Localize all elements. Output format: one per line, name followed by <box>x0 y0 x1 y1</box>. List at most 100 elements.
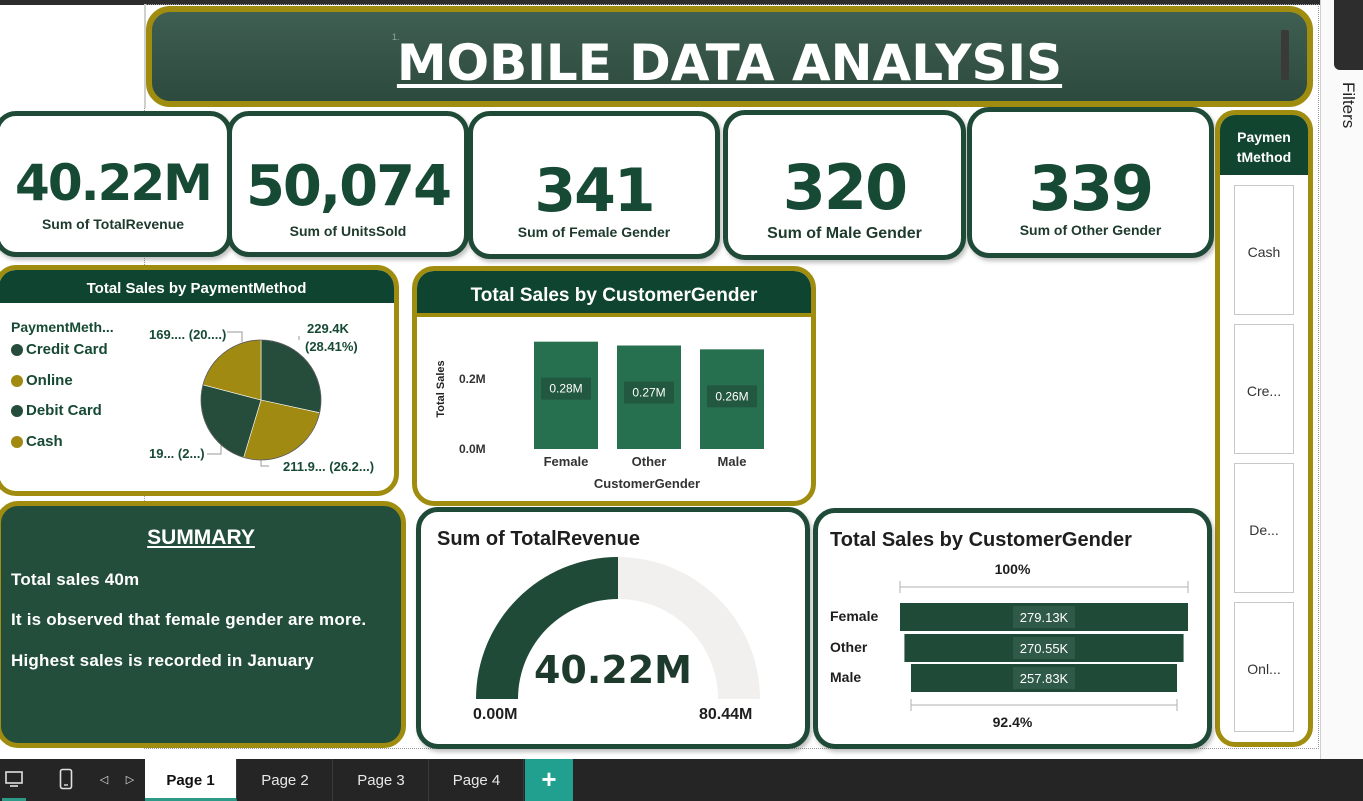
title-edge <box>144 4 146 108</box>
legend-dot <box>11 343 23 356</box>
slicer-item-debit[interactable]: De... <box>1234 463 1294 593</box>
desktop-view-underline <box>2 798 26 801</box>
filters-pane[interactable] <box>1320 0 1363 760</box>
kpi-label: Sum of Male Gender <box>767 225 922 242</box>
pie-label-top-right-value: 229.4K <box>307 321 349 336</box>
summary-panel: SUMMARY Total sales 40m It is observed t… <box>0 501 406 748</box>
legend-dot <box>11 435 23 448</box>
funnel-data-label: 257.83K <box>1020 671 1069 686</box>
kpi-label: Sum of TotalRevenue <box>41 216 185 232</box>
summary-line-1: Total sales 40m <box>11 570 140 589</box>
desktop-view-icon[interactable] <box>0 759 28 801</box>
legend-dot <box>11 404 23 417</box>
tab-page-1[interactable]: Page 1 <box>145 759 237 801</box>
tab-page-3[interactable]: Page 3 <box>334 759 429 801</box>
gender-column-panel[interactable]: Total Sales by CustomerGender Total Sale… <box>412 266 816 506</box>
funnel-top-pct: 100% <box>994 561 1031 577</box>
pie-label-bottom-right: 211.9... (26.2...) <box>283 459 375 474</box>
add-page-button[interactable]: + <box>525 759 573 801</box>
slicer-item-credit[interactable]: Cre... <box>1234 324 1294 454</box>
prev-page-icon[interactable]: ◁ <box>99 774 109 786</box>
x-tick-label: Female <box>544 454 589 469</box>
kpi-label: Sum of UnitsSold <box>289 223 407 239</box>
legend-item-debit-card[interactable]: Debit Card <box>11 402 102 419</box>
funnel-bottom-pct: 92.4% <box>992 714 1033 730</box>
kpi-value: 341 <box>534 156 655 226</box>
funnel-category-label: Male <box>830 669 861 685</box>
x-axis-label: CustomerGender <box>594 476 700 491</box>
pie-chart[interactable] <box>0 270 399 496</box>
pie-label-top-right-pct: (28.41%) <box>305 339 358 354</box>
legend-item-cash[interactable]: Cash <box>11 433 63 450</box>
summary-line-2: It is observed that female gender are mo… <box>11 610 367 629</box>
mobile-view-icon[interactable] <box>54 759 78 801</box>
funnel-panel[interactable]: Total Sales by CustomerGender 100% 92.4%… <box>813 508 1212 749</box>
y-tick-label: 0.0M <box>459 442 486 456</box>
funnel-data-label: 270.55K <box>1020 641 1069 656</box>
pie-label-top-left: 169.... (20....) <box>149 327 227 342</box>
gauge-title: Sum of TotalRevenue <box>437 528 640 550</box>
kpi-other-gender[interactable]: 339 Sum of Other Gender <box>967 107 1214 258</box>
bar-label-bg <box>624 381 674 404</box>
payment-method-slicer[interactable]: Paymen tMethod Cash Cre... De... Onl... <box>1215 110 1313 747</box>
slicer-item-online[interactable]: Onl... <box>1234 602 1294 732</box>
funnel-chart[interactable]: 279.13K Female 270.55K Other 257.83K Male <box>818 513 1212 749</box>
legend-item-online[interactable]: Online <box>11 372 73 389</box>
next-page-icon[interactable]: ▷ <box>125 774 135 786</box>
legend-label: Debit Card <box>26 402 102 419</box>
tab-page-2[interactable]: Page 2 <box>238 759 333 801</box>
x-tick-label: Other <box>632 454 667 469</box>
column-title-underline <box>417 313 811 317</box>
gauge-min: 0.00M <box>473 706 518 723</box>
bar-label-bg <box>541 377 591 400</box>
pie-title: Total Sales by PaymentMethod <box>0 270 394 303</box>
kpi-total-revenue[interactable]: 40.22M Sum of TotalRevenue <box>0 111 232 257</box>
y-tick-label: 0.2M <box>459 372 486 386</box>
funnel-label-bg <box>1013 637 1075 659</box>
title-scrollbar[interactable] <box>1281 30 1289 80</box>
gauge-chart[interactable] <box>421 512 810 749</box>
pie-panel[interactable]: Total Sales by PaymentMethod PaymentMeth… <box>0 265 399 496</box>
page-navigation-bar: ◁ ▷ Page 1 Page 2 Page 3 Page 4 + <box>0 759 1363 801</box>
funnel-data-label: 279.13K <box>1020 610 1069 625</box>
funnel-label-bg <box>1013 667 1075 689</box>
gauge-panel[interactable]: Sum of TotalRevenue 40.22M 0.00M 80.44M <box>416 507 810 749</box>
bar-label-bg <box>707 385 757 408</box>
legend-label: Online <box>26 372 73 389</box>
gauge-max: 80.44M <box>699 706 753 723</box>
kpi-label: Sum of Female Gender <box>517 224 671 240</box>
top-strip <box>0 0 1363 5</box>
legend-title: PaymentMeth... <box>11 319 114 335</box>
bar-data-label: 0.28M <box>549 382 582 396</box>
tab-page-4[interactable]: Page 4 <box>430 759 524 801</box>
bar-data-label: 0.26M <box>715 389 748 403</box>
gauge-value: 40.22M <box>533 648 692 692</box>
title-banner: 1. MOBILE DATA ANALYSIS <box>146 6 1313 107</box>
legend-item-credit-card[interactable]: Credit Card <box>11 341 108 358</box>
gender-column-chart[interactable]: Total Sales 0.2M 0.0M 0.28M Female 0.27M Other… <box>417 271 816 506</box>
x-tick-label: Male <box>718 454 747 469</box>
funnel-label-bg <box>1013 606 1075 628</box>
slicer-item-cash[interactable]: Cash <box>1234 185 1294 315</box>
kpi-female-gender[interactable]: 341 Sum of Female Gender <box>468 111 720 259</box>
kpi-value: 320 <box>782 151 908 224</box>
kpi-male-gender[interactable]: 320 Sum of Male Gender <box>723 110 966 260</box>
pie-label-bottom-left: 19... (2...) <box>149 446 205 461</box>
gauge-fill[interactable] <box>476 557 618 699</box>
bar-data-label: 0.27M <box>632 386 665 400</box>
filters-label[interactable]: Filters <box>1339 82 1358 129</box>
title-marker: 1. <box>392 32 400 42</box>
kpi-label: Sum of Other Gender <box>1019 222 1162 238</box>
gender-column-title: Total Sales by CustomerGender <box>417 271 811 313</box>
filters-collapse-button[interactable] <box>1334 0 1363 70</box>
pie-outline <box>200 339 322 461</box>
page-title: MOBILE DATA ANALYSIS <box>396 34 1063 92</box>
kpi-value: 339 <box>1028 152 1154 225</box>
funnel-category-label: Female <box>830 608 878 624</box>
slicer-header: Paymen tMethod <box>1220 115 1308 175</box>
summary-title: SUMMARY <box>147 526 255 549</box>
kpi-units-sold[interactable]: 50,074 Sum of UnitsSold <box>227 111 469 257</box>
legend-label: Credit Card <box>26 341 108 358</box>
funnel-category-label: Other <box>830 639 868 655</box>
kpi-value: 40.22M <box>15 154 213 212</box>
